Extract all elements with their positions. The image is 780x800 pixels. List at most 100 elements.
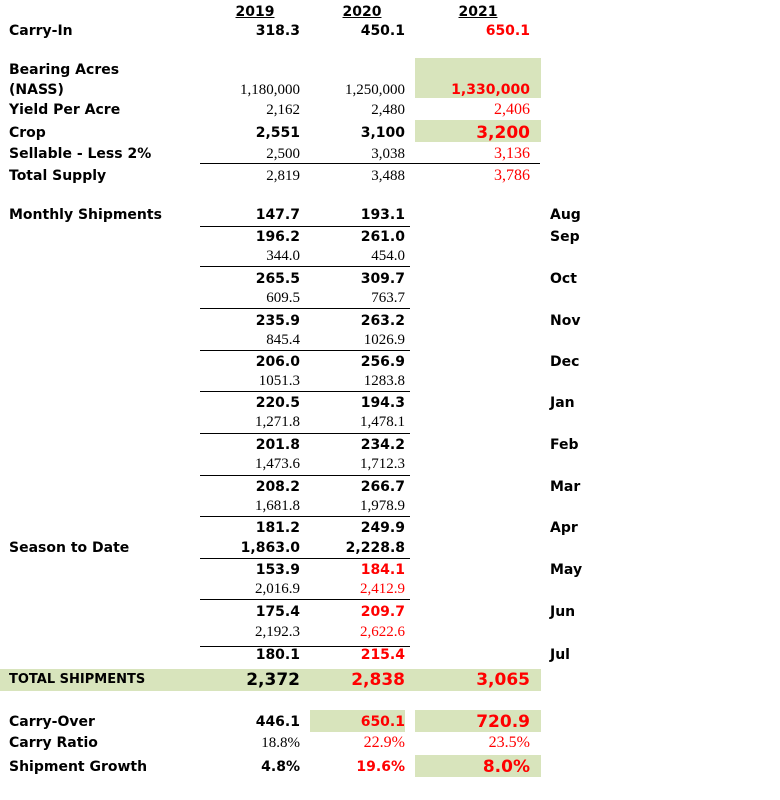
cell: 650.1 — [485, 23, 530, 39]
cell: 22.9% — [363, 734, 405, 751]
row-label: (NASS) — [9, 82, 64, 98]
cell: 1,250,000 — [345, 82, 405, 98]
cell: 446.1 — [255, 714, 300, 730]
cell: 3,038 — [371, 146, 405, 162]
cell: 454.0 — [371, 248, 405, 264]
cell: 23.5% — [488, 734, 530, 751]
month-label: Dec — [550, 354, 580, 370]
cell: 1,681.8 — [255, 498, 300, 514]
cell: 1051.3 — [258, 373, 300, 389]
column-header: 2021 — [458, 4, 498, 20]
cell: 2,480 — [371, 102, 405, 118]
cell: 215.4 — [360, 647, 405, 663]
cell: 2,622.6 — [360, 624, 405, 640]
cell: 175.4 — [255, 604, 300, 620]
row-label: Bearing Acres — [9, 62, 120, 78]
cell: 2,406 — [494, 101, 530, 118]
cell: 2,819 — [266, 168, 300, 184]
highlight — [415, 755, 541, 777]
rule — [200, 226, 410, 227]
row-label: Shipment Growth — [9, 759, 148, 775]
cell: 1,712.3 — [360, 456, 405, 472]
cell: 720.9 — [476, 712, 530, 732]
cell: 209.7 — [360, 604, 405, 620]
cell: 194.3 — [360, 395, 405, 411]
highlight — [0, 669, 541, 691]
row-label: Carry-In — [9, 23, 73, 39]
cell: 263.2 — [360, 313, 405, 329]
rule — [200, 516, 410, 517]
cell: 1283.8 — [363, 373, 405, 389]
cell: 763.7 — [371, 290, 405, 306]
month-label: May — [550, 562, 583, 578]
cell: 2,372 — [246, 670, 300, 690]
cell: 196.2 — [255, 229, 300, 245]
month-label: Nov — [550, 313, 581, 329]
cell: 3,488 — [371, 168, 405, 184]
rule — [200, 558, 410, 559]
month-label: Sep — [550, 229, 580, 245]
cell: 181.2 — [255, 520, 300, 536]
cell: 2,228.8 — [345, 540, 405, 556]
cell: 2,412.9 — [360, 581, 405, 597]
cell: 318.3 — [255, 23, 300, 39]
cell: 3,200 — [476, 123, 530, 143]
cell: 208.2 — [255, 479, 300, 495]
month-label: Oct — [550, 271, 577, 287]
cell: 344.0 — [266, 248, 300, 264]
cell: 2,016.9 — [255, 581, 300, 597]
rule — [200, 646, 410, 647]
column-header: 2020 — [342, 4, 382, 20]
cell: 206.0 — [255, 354, 300, 370]
column-header: 2019 — [235, 4, 275, 20]
cell: 256.9 — [360, 354, 405, 370]
rule — [200, 266, 410, 267]
cell: 845.4 — [266, 332, 300, 348]
cell: 184.1 — [360, 562, 405, 578]
cell: 1026.9 — [363, 332, 405, 348]
month-label: Jun — [550, 604, 576, 620]
rule — [200, 475, 410, 476]
cell: 1,978.9 — [360, 498, 405, 514]
rule — [200, 433, 410, 434]
cell: 147.7 — [255, 207, 300, 223]
row-label: Monthly Shipments — [9, 207, 162, 223]
cell: 2,838 — [351, 670, 405, 690]
cell: 201.8 — [255, 437, 300, 453]
cell: 235.9 — [255, 313, 300, 329]
rule — [200, 391, 410, 392]
cell: 2,162 — [266, 102, 300, 118]
cell: 3,100 — [360, 125, 405, 141]
cell: 1,478.1 — [360, 414, 405, 430]
cell: 2,500 — [266, 146, 300, 162]
cell: 1,180,000 — [240, 82, 300, 98]
cell: 220.5 — [255, 395, 300, 411]
highlight — [415, 120, 541, 142]
month-label: Jul — [550, 647, 570, 663]
cell: 2,192.3 — [255, 624, 300, 640]
cell: 180.1 — [255, 647, 300, 663]
month-label: Apr — [550, 520, 578, 536]
cell: 249.9 — [360, 520, 405, 536]
cell: 1,330,000 — [451, 82, 530, 98]
row-label: Yield Per Acre — [9, 102, 121, 118]
cell: 1,473.6 — [255, 456, 300, 472]
row-label: Carry-Over — [9, 714, 95, 730]
cell: 1,271.8 — [255, 414, 300, 430]
cell: 4.8% — [261, 759, 300, 775]
month-label: Mar — [550, 479, 581, 495]
highlight — [310, 710, 405, 732]
row-label: Crop — [9, 125, 46, 141]
cell: 1,863.0 — [240, 540, 300, 556]
rule — [200, 599, 410, 600]
cell: 261.0 — [360, 229, 405, 245]
cell: 153.9 — [255, 562, 300, 578]
row-label: Total Supply — [9, 168, 107, 184]
month-label: Jan — [550, 395, 575, 411]
month-label: Aug — [550, 207, 581, 223]
highlight — [415, 58, 541, 98]
cell: 3,136 — [494, 145, 530, 162]
cell: 3,786 — [494, 167, 530, 184]
month-label: Feb — [550, 437, 579, 453]
